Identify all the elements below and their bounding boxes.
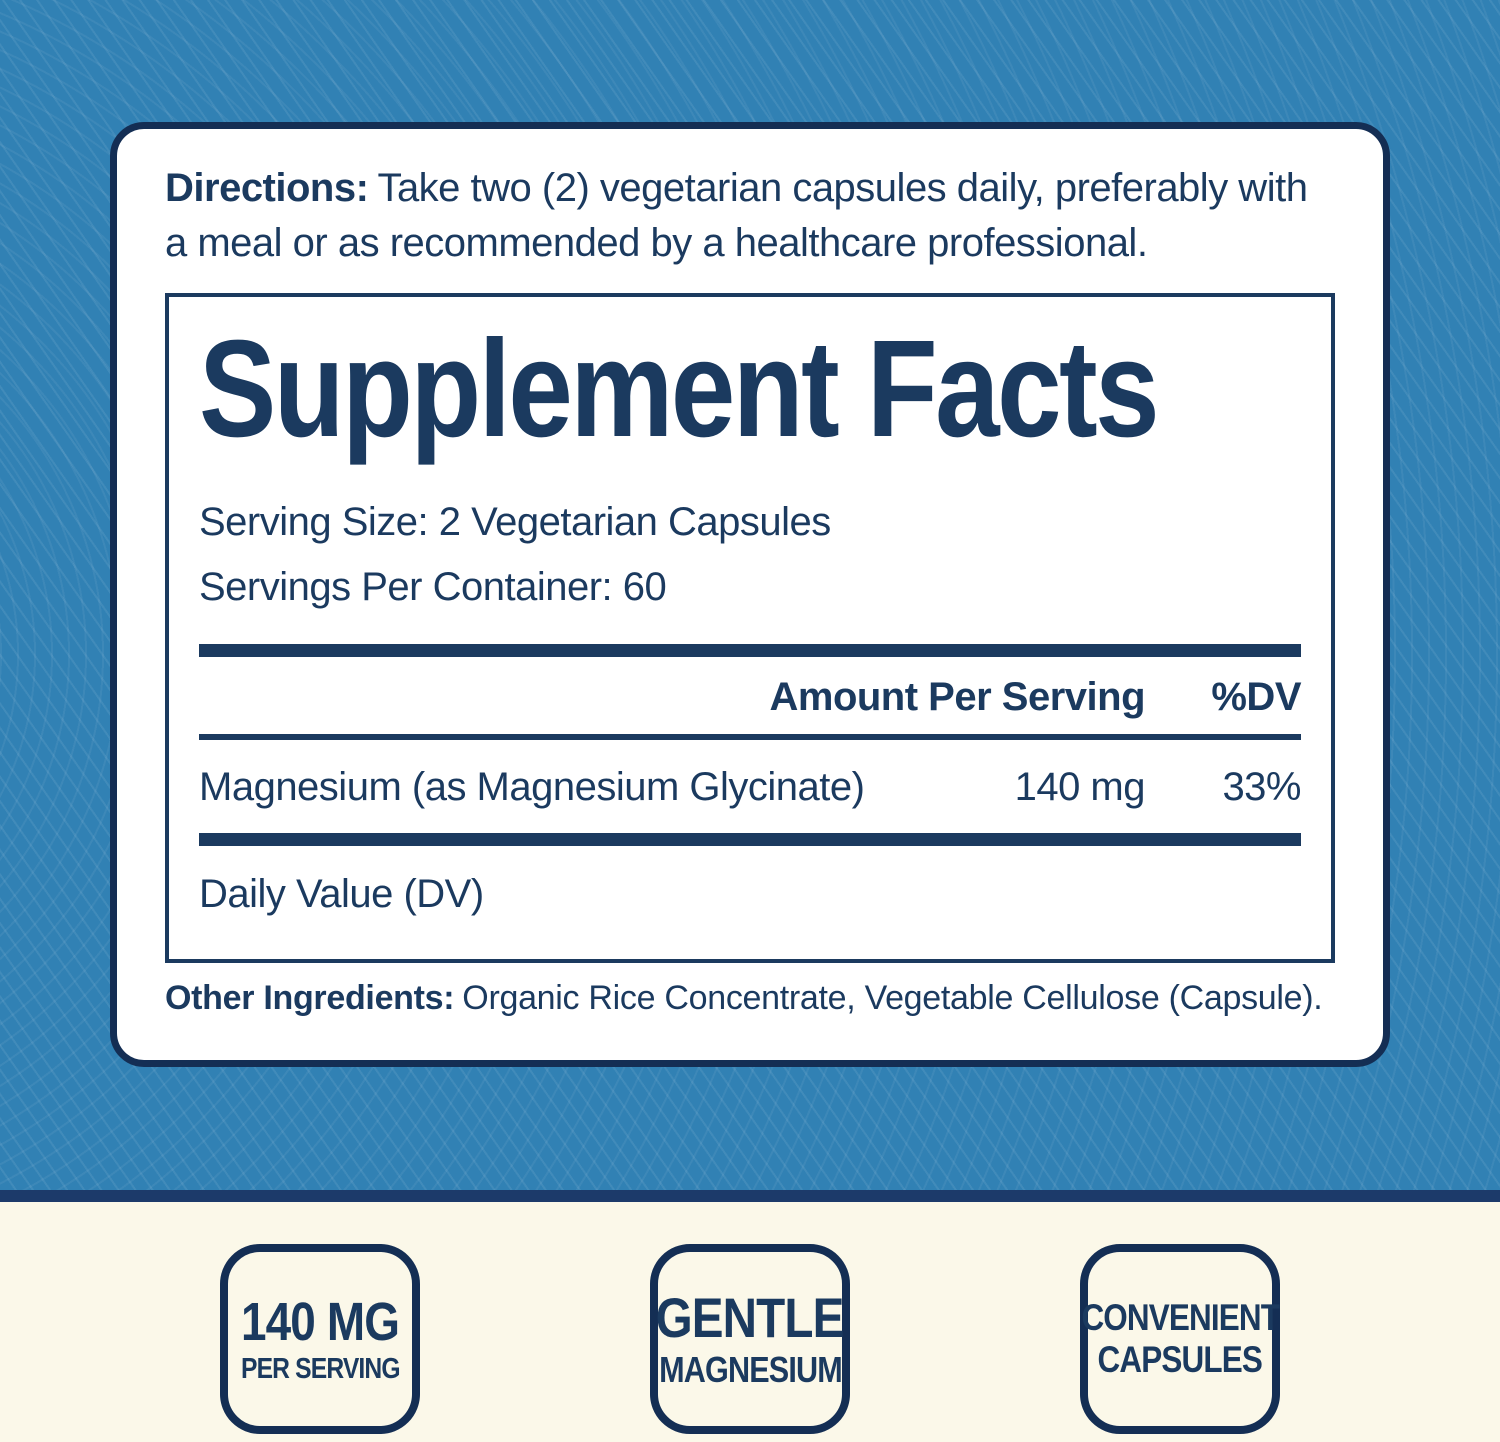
serving-size-line: Serving Size: 2 Vegetarian Capsules (199, 500, 831, 545)
supplement-facts-title: Supplement Facts (199, 312, 1160, 467)
supplement-facts-panel: Supplement Facts Serving Size: 2 Vegetar… (165, 293, 1335, 964)
directions-paragraph: Directions: Take two (2) vegetarian capsu… (165, 161, 1335, 271)
ingredient-dv: 33% (1222, 765, 1301, 809)
supplement-label-card: Directions: Take two (2) vegetarian capsu… (110, 122, 1390, 1067)
divider-band (0, 1190, 1500, 1202)
ingredient-name: Magnesium (as Magnesium Glycinate) (199, 765, 865, 809)
badge-row: 140 MG PER SERVING GENTLE MAGNESIUM CONV… (0, 1202, 1500, 1442)
badge-convenient-line1: CONVENIENT (1081, 1297, 1280, 1339)
badge-gentle-line1: GENTLE (656, 1286, 845, 1350)
table-row: Magnesium (as Magnesium Glycinate) 140 m… (199, 740, 1302, 833)
blue-background: Directions: Take two (2) vegetarian capsu… (0, 0, 1500, 1190)
divider-thick-bottom (199, 833, 1301, 846)
badge-140mg-line2: PER SERVING (240, 1353, 401, 1385)
directions-text: Take two (2) vegetarian capsules daily, … (165, 166, 1308, 266)
other-ingredients-paragraph: Other Ingredients: Organic Rice Concentra… (165, 979, 1335, 1018)
badge-gentle-magnesium: GENTLE MAGNESIUM (650, 1244, 850, 1434)
serving-info: Serving Size: 2 Vegetarian Capsules Serv… (199, 490, 1301, 620)
divider-thick-top (199, 644, 1301, 657)
amount-per-serving-header: Amount Per Serving (769, 675, 1145, 719)
divider-medium (199, 734, 1301, 740)
table-header-row: Amount Per Serving %DV (199, 657, 1301, 734)
other-ingredients-label: Other Ingredients: (165, 979, 455, 1018)
directions-label: Directions: (165, 166, 369, 210)
daily-value-footnote: Daily Value (DV) (199, 872, 484, 916)
other-ingredients-text: Organic Rice Concentrate, Vegetable Cell… (462, 979, 1323, 1018)
badge-gentle-line2: MAGNESIUM (658, 1348, 843, 1390)
servings-per-container-line: Servings Per Container: 60 (199, 565, 667, 610)
badge-140mg-per-serving: 140 MG PER SERVING (220, 1244, 420, 1434)
dv-header: %DV (1211, 675, 1301, 719)
badge-140mg-line1: 140 MG (240, 1291, 400, 1352)
badge-convenient-capsules: CONVENIENT CAPSULES (1080, 1244, 1280, 1434)
ingredient-amount: 140 mg (1014, 765, 1146, 809)
badge-convenient-line2: CAPSULES (1097, 1339, 1263, 1380)
